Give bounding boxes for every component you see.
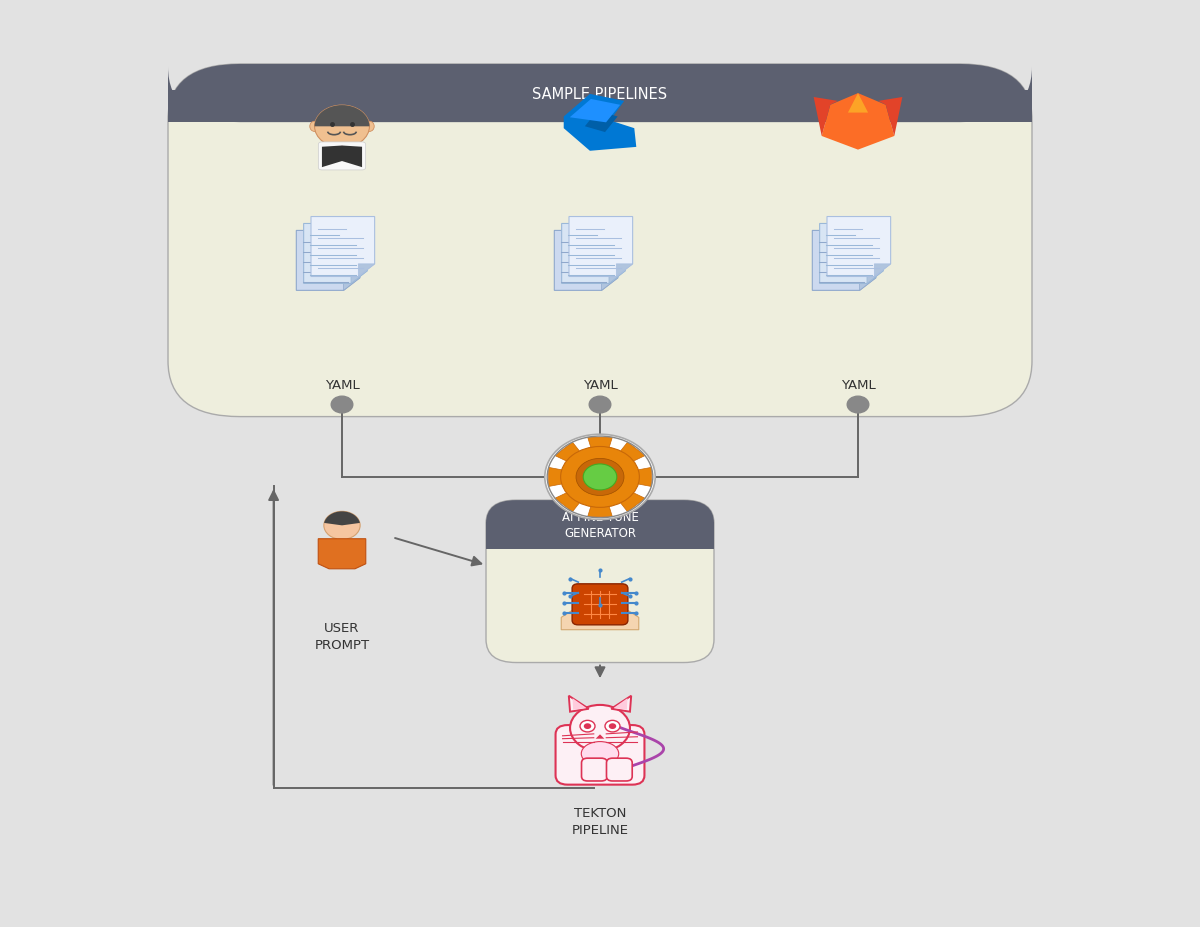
Polygon shape — [601, 278, 618, 291]
Polygon shape — [637, 468, 652, 487]
Polygon shape — [827, 217, 890, 277]
Circle shape — [583, 464, 617, 490]
Polygon shape — [322, 146, 342, 168]
FancyBboxPatch shape — [582, 758, 607, 781]
Text: YAML: YAML — [325, 378, 359, 391]
Polygon shape — [562, 609, 638, 630]
Text: SAMPLE PIPELINES: SAMPLE PIPELINES — [533, 86, 667, 101]
Polygon shape — [814, 98, 838, 137]
FancyBboxPatch shape — [572, 584, 628, 625]
Circle shape — [576, 459, 624, 496]
Ellipse shape — [581, 742, 619, 766]
Polygon shape — [584, 111, 618, 133]
Polygon shape — [350, 272, 367, 284]
Polygon shape — [611, 696, 631, 712]
Polygon shape — [359, 264, 374, 277]
Circle shape — [583, 723, 592, 730]
Polygon shape — [304, 224, 367, 284]
Circle shape — [560, 447, 640, 508]
Circle shape — [314, 106, 370, 148]
Polygon shape — [343, 278, 360, 291]
FancyBboxPatch shape — [168, 65, 1032, 123]
Wedge shape — [324, 512, 360, 526]
Polygon shape — [296, 231, 360, 291]
Bar — [168, 91, 1032, 123]
Circle shape — [589, 397, 611, 413]
Polygon shape — [564, 95, 636, 152]
Polygon shape — [617, 264, 632, 277]
Polygon shape — [822, 94, 894, 150]
Polygon shape — [620, 442, 646, 462]
Ellipse shape — [365, 122, 374, 133]
Polygon shape — [859, 278, 876, 291]
Polygon shape — [311, 217, 374, 277]
Circle shape — [608, 723, 617, 730]
Polygon shape — [569, 217, 632, 277]
Polygon shape — [878, 98, 902, 137]
Circle shape — [324, 512, 360, 540]
Polygon shape — [342, 146, 360, 155]
FancyBboxPatch shape — [606, 758, 632, 781]
Polygon shape — [588, 506, 612, 517]
Wedge shape — [314, 106, 370, 127]
Polygon shape — [554, 442, 580, 462]
Circle shape — [580, 720, 595, 732]
Circle shape — [847, 397, 869, 413]
Polygon shape — [620, 493, 646, 513]
Polygon shape — [812, 231, 876, 291]
Polygon shape — [588, 438, 612, 449]
Polygon shape — [324, 146, 342, 155]
FancyBboxPatch shape — [168, 65, 1032, 417]
Polygon shape — [570, 100, 620, 123]
Text: USER
PROMPT: USER PROMPT — [314, 621, 370, 651]
Text: YAML: YAML — [583, 378, 617, 391]
Text: TEKTON
PIPELINE: TEKTON PIPELINE — [571, 806, 629, 836]
Polygon shape — [608, 272, 625, 284]
Text: YAML: YAML — [841, 378, 875, 391]
Polygon shape — [569, 696, 589, 712]
Polygon shape — [548, 468, 563, 487]
Circle shape — [331, 397, 353, 413]
Circle shape — [570, 705, 630, 752]
Polygon shape — [562, 224, 625, 284]
Bar — [337, 531, 347, 540]
Polygon shape — [595, 734, 605, 739]
Polygon shape — [866, 272, 883, 284]
Polygon shape — [820, 224, 883, 284]
Polygon shape — [848, 94, 868, 113]
Polygon shape — [342, 146, 362, 168]
FancyBboxPatch shape — [486, 501, 714, 549]
Ellipse shape — [310, 122, 319, 133]
Text: AI FINE TUNE
GENERATOR: AI FINE TUNE GENERATOR — [562, 510, 638, 540]
Polygon shape — [875, 264, 890, 277]
FancyBboxPatch shape — [318, 143, 366, 171]
FancyBboxPatch shape — [556, 725, 644, 785]
Circle shape — [605, 720, 620, 732]
FancyBboxPatch shape — [486, 501, 714, 663]
Circle shape — [545, 435, 655, 520]
Polygon shape — [572, 698, 587, 710]
Bar — [486, 523, 714, 549]
Polygon shape — [613, 698, 628, 710]
Polygon shape — [554, 231, 618, 291]
Polygon shape — [554, 493, 580, 513]
Polygon shape — [318, 540, 366, 569]
